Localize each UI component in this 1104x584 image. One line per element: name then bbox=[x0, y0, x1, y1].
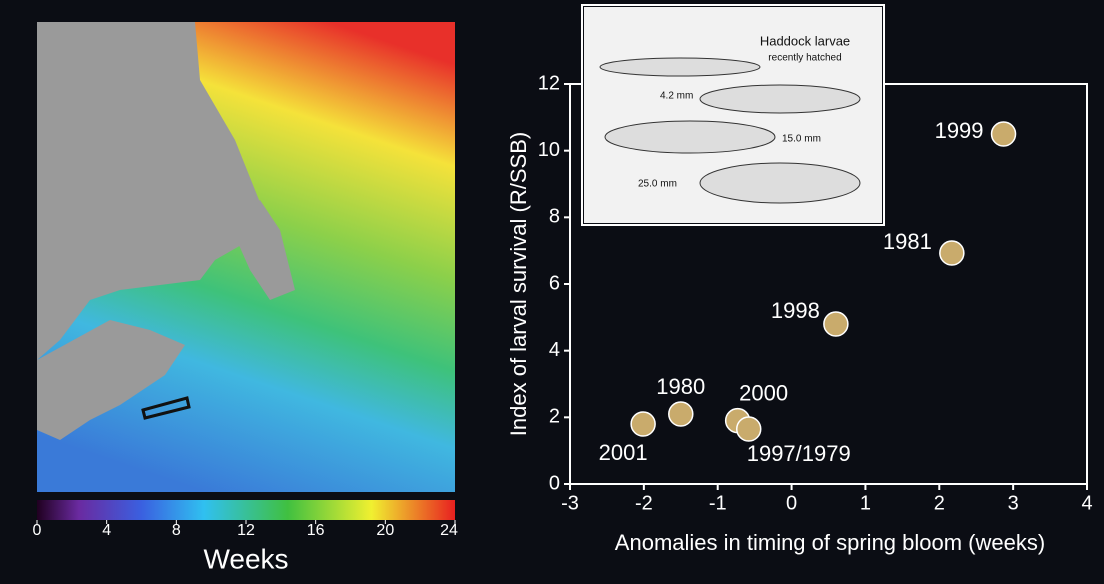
point-label: 1999 bbox=[935, 118, 984, 143]
point bbox=[631, 412, 655, 436]
colorbar-tick-label: 4 bbox=[102, 522, 111, 539]
y-tick-label: 2 bbox=[549, 406, 560, 428]
colorbar-tick-label: 12 bbox=[237, 522, 255, 539]
point-label: 1981 bbox=[883, 229, 932, 254]
y-tick-label: 6 bbox=[549, 272, 560, 294]
y-tick-label: 12 bbox=[538, 72, 560, 94]
y-tick-label: 4 bbox=[549, 339, 560, 361]
colorbar-tick-label: 20 bbox=[376, 522, 394, 539]
y-tick-label: 10 bbox=[538, 139, 560, 161]
fish bbox=[700, 85, 860, 113]
inset: Haddock larvae recently hatched 4.2 mm 1… bbox=[582, 5, 884, 225]
colorbar-tick-label: 16 bbox=[307, 522, 325, 539]
x-tick-label: -2 bbox=[635, 492, 653, 514]
map bbox=[37, 22, 455, 492]
point-label: 1998 bbox=[771, 298, 820, 323]
fish bbox=[700, 163, 860, 203]
point bbox=[992, 122, 1016, 146]
fish bbox=[605, 121, 775, 153]
y-axis-label: Index of larval survival (R/SSB) bbox=[506, 132, 531, 436]
point-label: 2001 bbox=[599, 440, 648, 465]
inset-subtitle: recently hatched bbox=[768, 53, 841, 64]
point bbox=[824, 312, 848, 336]
x-tick-label: 2 bbox=[934, 492, 945, 514]
point-label: 2000 bbox=[739, 380, 788, 405]
point bbox=[940, 241, 964, 265]
colorbar-tick-label: 0 bbox=[33, 522, 42, 539]
x-tick-label: 0 bbox=[786, 492, 797, 514]
point-label: 1980 bbox=[656, 374, 705, 399]
point-label: 1997/1979 bbox=[747, 441, 851, 466]
x-axis-label: Anomalies in timing of spring bloom (wee… bbox=[615, 530, 1045, 555]
fish-size: 25.0 mm bbox=[638, 179, 677, 190]
y-tick-label: 0 bbox=[549, 472, 560, 494]
point bbox=[669, 402, 693, 426]
colorbar-label: Weeks bbox=[203, 543, 288, 574]
inset-title: Haddock larvae bbox=[760, 33, 850, 48]
colorbar-tick-label: 8 bbox=[172, 522, 181, 539]
fish-size: 4.2 mm bbox=[660, 91, 693, 102]
colorbar bbox=[37, 500, 455, 520]
fish-size: 15.0 mm bbox=[782, 134, 821, 145]
x-tick-label: 3 bbox=[1008, 492, 1019, 514]
page: Weeks Anomalies in timing of spring bloo… bbox=[0, 0, 1104, 579]
point bbox=[737, 417, 761, 441]
y-tick-label: 8 bbox=[549, 206, 560, 228]
fish bbox=[600, 58, 760, 76]
colorbar-tick-label: 24 bbox=[440, 522, 458, 539]
x-tick-label: -3 bbox=[561, 492, 579, 514]
x-tick-label: -1 bbox=[709, 492, 727, 514]
x-tick-label: 4 bbox=[1081, 492, 1092, 514]
x-tick-label: 1 bbox=[860, 492, 871, 514]
